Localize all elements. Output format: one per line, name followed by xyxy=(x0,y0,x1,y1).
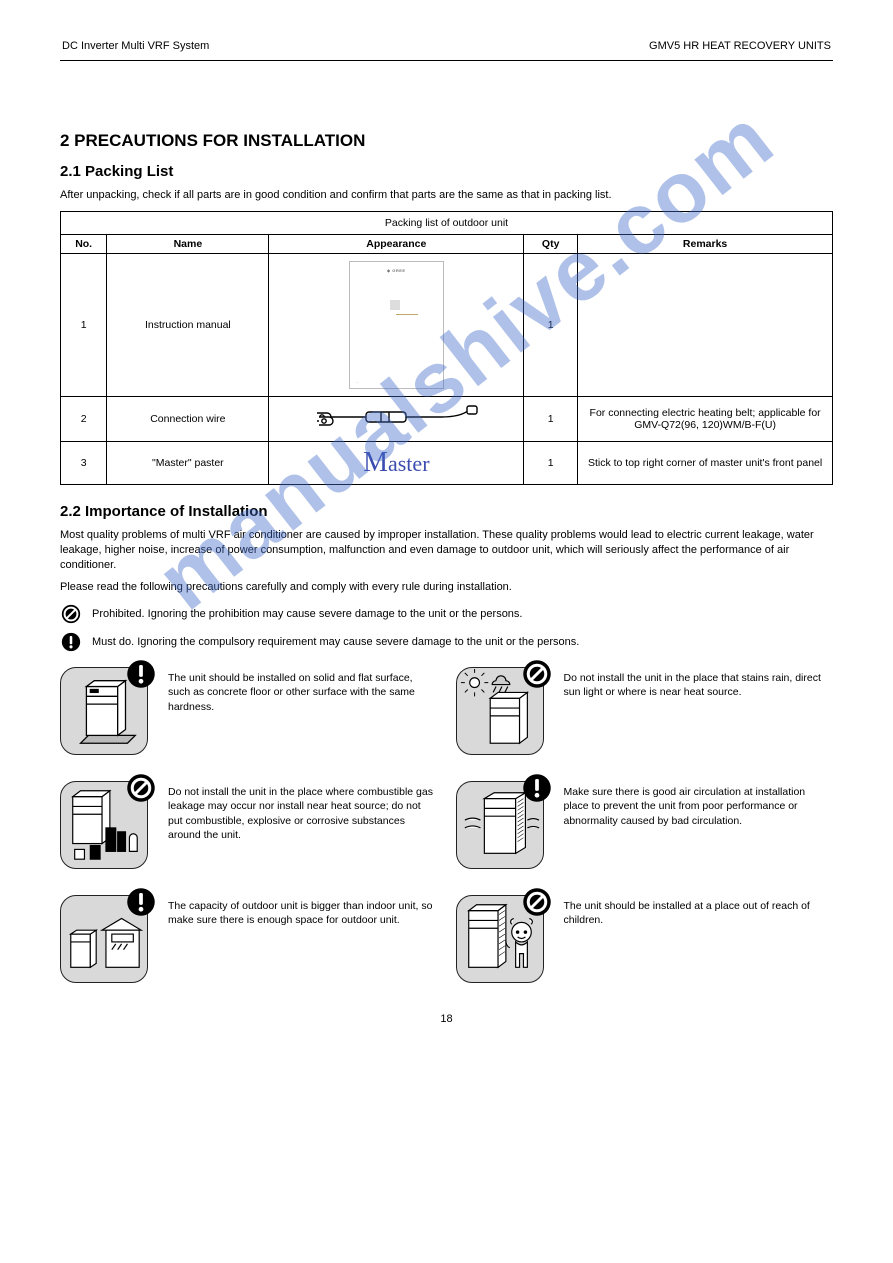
tile-enough-space xyxy=(60,895,148,983)
top-rule xyxy=(60,60,833,61)
manual-thumb: ◆ GREE ···· — xyxy=(349,261,444,389)
table-title: Packing list of outdoor unit xyxy=(61,211,833,234)
table-row: 2 Connection wire xyxy=(61,396,833,441)
paragraph: Most quality problems of multi VRF air c… xyxy=(60,528,833,573)
section-title: 2 PRECAUTIONS FOR INSTALLATION xyxy=(60,131,833,151)
th-qty: Qty xyxy=(524,234,578,253)
guide-grid: The unit should be installed on solid an… xyxy=(60,667,833,983)
page-header: DC Inverter Multi VRF System GMV5 HR HEA… xyxy=(60,40,833,52)
tile-text: Do not install the unit in the place tha… xyxy=(564,667,834,699)
th-name: Name xyxy=(107,234,269,253)
master-label: Master xyxy=(363,445,429,481)
cell-appearance xyxy=(269,396,524,441)
tile-no-children xyxy=(456,895,544,983)
cell-name: "Master" paster xyxy=(107,441,269,484)
tile-air-circulation xyxy=(456,781,544,869)
th-no: No. xyxy=(61,234,107,253)
legend-text: Must do. Ignoring the compulsory require… xyxy=(92,636,579,648)
cell-appearance: ◆ GREE ···· — xyxy=(269,253,524,396)
cell-remarks: Stick to top right corner of master unit… xyxy=(578,441,833,484)
wire-thumb xyxy=(311,400,481,438)
tile-no-combustible xyxy=(60,781,148,869)
header-left: DC Inverter Multi VRF System xyxy=(62,40,209,52)
cell-appearance: Master xyxy=(269,441,524,484)
prohibit-icon xyxy=(126,773,156,803)
table-row: 3 "Master" paster Master 1 Stick to top … xyxy=(61,441,833,484)
cell-remarks xyxy=(578,253,833,396)
legend-text: Prohibited. Ignoring the prohibition may… xyxy=(92,608,522,620)
prohibit-icon xyxy=(522,659,552,689)
page-number: 18 xyxy=(60,1013,833,1025)
cell-no: 1 xyxy=(61,253,107,396)
page: DC Inverter Multi VRF System GMV5 HR HEA… xyxy=(0,0,893,1065)
th-rem: Remarks xyxy=(578,234,833,253)
caution-icon xyxy=(60,631,82,653)
cell-remarks: For connecting electric heating belt; ap… xyxy=(578,396,833,441)
table-header-row: No. Name Appearance Qty Remarks xyxy=(61,234,833,253)
cell-name: Instruction manual xyxy=(107,253,269,396)
tile-text: The unit should be installed at a place … xyxy=(564,895,834,927)
legend-prohibit: Prohibited. Ignoring the prohibition may… xyxy=(60,603,833,625)
caution-icon xyxy=(126,887,156,917)
prohibit-icon xyxy=(60,603,82,625)
tile-flat-surface xyxy=(60,667,148,755)
paragraph: Please read the following precautions ca… xyxy=(60,580,833,595)
header-right: GMV5 HR HEAT RECOVERY UNITS xyxy=(649,40,831,52)
table-row: 1 Instruction manual ◆ GREE ···· — 1 xyxy=(61,253,833,396)
caution-icon xyxy=(522,773,552,803)
cell-no: 2 xyxy=(61,396,107,441)
subsection-title: 2.2 Importance of Installation xyxy=(60,503,833,520)
cell-name: Connection wire xyxy=(107,396,269,441)
tile-text: Do not install the unit in the place whe… xyxy=(168,781,438,842)
tile-text: The unit should be installed on solid an… xyxy=(168,667,438,714)
th-app: Appearance xyxy=(269,234,524,253)
legend-caution: Must do. Ignoring the compulsory require… xyxy=(60,631,833,653)
cell-qty: 1 xyxy=(524,441,578,484)
prohibit-icon xyxy=(522,887,552,917)
tile-text: Make sure there is good air circulation … xyxy=(564,781,834,828)
subsection-title: 2.1 Packing List xyxy=(60,163,833,180)
cell-qty: 1 xyxy=(524,253,578,396)
caution-icon xyxy=(126,659,156,689)
cell-qty: 1 xyxy=(524,396,578,441)
packing-table: Packing list of outdoor unit No. Name Ap… xyxy=(60,211,833,485)
cell-no: 3 xyxy=(61,441,107,484)
tile-no-rain-sun xyxy=(456,667,544,755)
intro-paragraph: After unpacking, check if all parts are … xyxy=(60,188,833,203)
tile-text: The capacity of outdoor unit is bigger t… xyxy=(168,895,438,927)
